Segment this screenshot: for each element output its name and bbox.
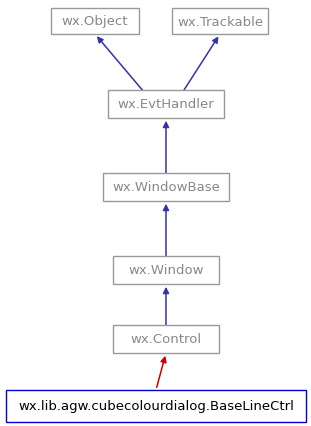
Text: wx.Trackable: wx.Trackable [177, 15, 263, 29]
Text: wx.EvtHandler: wx.EvtHandler [118, 98, 214, 111]
Text: wx.Window: wx.Window [128, 264, 204, 277]
Text: wx.Control: wx.Control [130, 333, 202, 345]
Text: wx.WindowBase: wx.WindowBase [112, 181, 220, 194]
Text: wx.Object: wx.Object [62, 15, 128, 29]
FancyBboxPatch shape [51, 9, 139, 35]
FancyBboxPatch shape [113, 256, 219, 284]
FancyBboxPatch shape [113, 325, 219, 353]
FancyBboxPatch shape [172, 9, 268, 35]
FancyBboxPatch shape [6, 390, 306, 422]
FancyBboxPatch shape [108, 91, 224, 119]
FancyBboxPatch shape [103, 173, 229, 201]
Text: wx.lib.agw.cubecolourdialog.BaseLineCtrl: wx.lib.agw.cubecolourdialog.BaseLineCtrl [18, 400, 294, 412]
